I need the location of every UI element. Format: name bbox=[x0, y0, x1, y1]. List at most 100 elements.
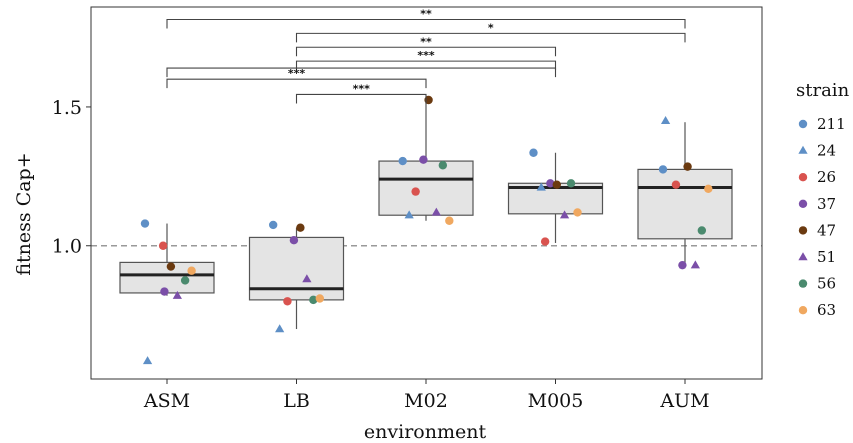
box-m02 bbox=[378, 101, 474, 221]
significance-label: ** bbox=[420, 35, 432, 48]
legend-item-26: 26 bbox=[798, 168, 836, 186]
legend-marker bbox=[798, 226, 808, 235]
data-point-lb-56 bbox=[309, 295, 318, 305]
y-tick-label: 1.0 bbox=[52, 236, 82, 258]
bracket-line bbox=[166, 18, 686, 29]
box-body bbox=[248, 236, 345, 301]
legend-marker bbox=[798, 199, 808, 208]
data-point-aum-47 bbox=[683, 162, 692, 171]
data-point-aum-26 bbox=[671, 180, 681, 189]
data-point-aum-37 bbox=[678, 260, 687, 270]
box-body bbox=[637, 168, 733, 240]
significance-brackets: ************** bbox=[166, 7, 686, 104]
significance-bracket: * bbox=[295, 21, 686, 43]
legend-marker bbox=[798, 173, 808, 182]
bracket-line bbox=[295, 60, 557, 71]
legend-item-24: 24 bbox=[798, 142, 836, 160]
legend-title: strain bbox=[796, 80, 850, 101]
box-asm bbox=[119, 223, 215, 296]
data-point-asm-56 bbox=[180, 276, 190, 285]
data-point-m02-26 bbox=[411, 187, 420, 196]
x-tick-label-aum: AUM bbox=[659, 390, 709, 412]
x-tick-label-asm: ASM bbox=[143, 390, 190, 412]
legend-label: 47 bbox=[817, 221, 836, 239]
y-tick-label: 1.5 bbox=[52, 97, 82, 119]
data-point-m005-51 bbox=[559, 210, 570, 219]
legend-label: 56 bbox=[817, 275, 836, 293]
data-point-asm-37 bbox=[160, 287, 169, 296]
x-tick-label-lb: LB bbox=[283, 390, 310, 412]
box-aum bbox=[637, 122, 733, 266]
legend-marker bbox=[798, 279, 808, 288]
legend-marker bbox=[798, 145, 808, 154]
significance-bracket: *** bbox=[295, 82, 427, 104]
legend-marker bbox=[798, 252, 808, 261]
box-m005 bbox=[507, 152, 604, 243]
data-point-lb-37 bbox=[289, 235, 299, 245]
significance-bracket: *** bbox=[166, 67, 427, 89]
data-point-m005-24 bbox=[536, 182, 546, 191]
data-point-asm-26 bbox=[158, 241, 168, 250]
data-point-aum-56 bbox=[697, 226, 707, 235]
bracket-line bbox=[166, 78, 427, 89]
x-tick-label-m005: M005 bbox=[528, 390, 584, 412]
legend-item-51: 51 bbox=[798, 248, 836, 266]
bracket-line bbox=[295, 93, 427, 104]
data-point-asm-211 bbox=[140, 219, 150, 228]
significance-label: ** bbox=[420, 7, 432, 20]
data-point-asm-47 bbox=[166, 262, 176, 271]
data-point-aum-24 bbox=[660, 116, 671, 125]
data-point-aum-51 bbox=[690, 260, 700, 269]
legend: strain 211 24 26 37 47 51 56 63 bbox=[796, 80, 850, 319]
significance-label: *** bbox=[288, 67, 306, 80]
data-point-m02-56 bbox=[438, 161, 448, 170]
data-point-m005-211 bbox=[529, 148, 538, 157]
significance-label: *** bbox=[417, 49, 435, 62]
legend-item-47: 47 bbox=[798, 221, 836, 239]
significance-bracket: ** bbox=[295, 35, 557, 57]
x-tick-label-m02: M02 bbox=[404, 390, 448, 412]
bracket-line bbox=[166, 67, 557, 78]
axes: 1.0 1.5 ASM LB M02 M005 AUM bbox=[52, 6, 763, 412]
data-point-lb-211 bbox=[268, 220, 278, 230]
data-point-m02-211 bbox=[398, 156, 407, 166]
data-point-aum-63 bbox=[704, 184, 713, 194]
legend-marker bbox=[798, 306, 808, 315]
data-point-lb-26 bbox=[283, 297, 292, 306]
legend-item-63: 63 bbox=[798, 301, 836, 319]
data-point-m02-24 bbox=[404, 210, 414, 219]
data-point-asm-63 bbox=[187, 266, 196, 275]
data-point-lb-47 bbox=[296, 223, 305, 232]
significance-label: *** bbox=[353, 82, 371, 95]
significance-bracket: *** bbox=[295, 49, 557, 71]
significance-label: * bbox=[488, 21, 494, 34]
data-point-lb-63 bbox=[315, 294, 325, 303]
legend-marker bbox=[798, 119, 808, 129]
box-body bbox=[378, 160, 474, 216]
legend-label: 24 bbox=[817, 142, 836, 160]
data-point-aum-211 bbox=[658, 165, 668, 174]
data-point-m005-63 bbox=[573, 208, 582, 217]
legend-item-37: 37 bbox=[798, 195, 836, 213]
data-point-m005-56 bbox=[566, 179, 576, 188]
legend-label: 26 bbox=[817, 168, 836, 186]
data-point-lb-24 bbox=[275, 324, 285, 333]
legend-label: 63 bbox=[817, 301, 836, 319]
bracket-line bbox=[295, 32, 686, 43]
significance-bracket bbox=[166, 67, 557, 78]
y-axis-title: fitness Cap+ bbox=[13, 152, 35, 275]
legend-item-56: 56 bbox=[798, 275, 836, 293]
bracket-line bbox=[295, 46, 557, 57]
data-point-m005-26 bbox=[540, 237, 550, 246]
data-point-m02-51 bbox=[431, 207, 441, 216]
data-point-asm-51 bbox=[172, 290, 182, 299]
data-point-m02-63 bbox=[445, 216, 454, 225]
significance-bracket: ** bbox=[166, 7, 686, 29]
plot-area bbox=[91, 95, 762, 365]
data-point-asm-24 bbox=[142, 356, 153, 365]
legend-label: 51 bbox=[817, 248, 836, 266]
data-point-lb-51 bbox=[302, 274, 312, 283]
data-point-m005-47 bbox=[552, 180, 561, 189]
legend-label: 211 bbox=[817, 115, 846, 133]
